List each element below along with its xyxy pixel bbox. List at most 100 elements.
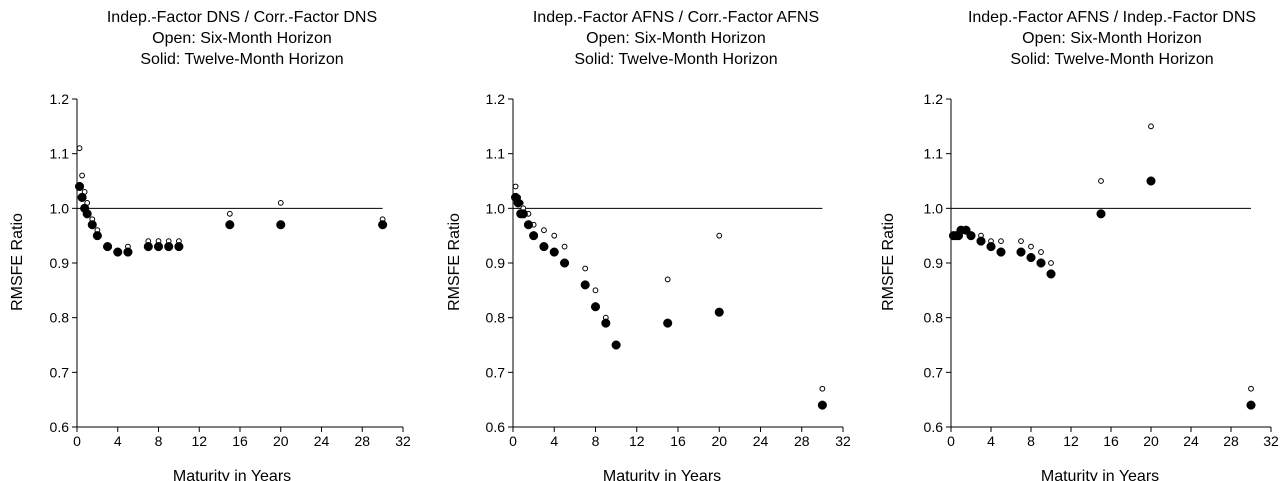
panel-indep-afns-vs-indep-dns: Indep.-Factor AFNS / Indep.-Factor DNS O… [880,9,1279,481]
data-point-solid [174,242,184,252]
chart-title-line-3: Solid: Twelve-Month Horizon [140,51,343,68]
x-axis-label: Maturity in Years [173,468,291,481]
data-point-solid [1016,247,1026,257]
x-axis-label: Maturity in Years [603,468,721,481]
x-tick-label: 4 [550,433,558,449]
data-point-solid [996,247,1006,257]
data-point-solid [523,220,534,230]
x-tick-label: 32 [1263,433,1279,449]
data-point-open [79,172,85,179]
y-tick-label: 0.8 [50,310,70,326]
data-point-solid [1096,209,1106,219]
data-point-solid [143,242,153,252]
data-point-solid [529,231,539,241]
y-tick-label: 0.7 [50,364,70,380]
x-tick-label: 12 [191,433,207,449]
x-tick-label: 8 [1027,433,1035,449]
x-tick-label: 0 [947,433,955,449]
data-point-solid [976,236,986,246]
data-point-open [819,385,826,392]
data-point-solid [276,220,286,230]
y-tick-label: 0.7 [924,364,944,380]
data-point-open [226,210,233,217]
chart-title-line-1: Indep.-Factor AFNS / Corr.-Factor AFNS [533,9,819,26]
x-tick-label: 28 [354,433,370,449]
x-tick-label: 28 [1223,433,1239,449]
data-point-solid [560,258,570,268]
data-point-solid [1046,269,1056,279]
data-point-open [76,145,83,152]
y-tick-label: 1.2 [924,91,944,107]
data-point-open [592,287,599,294]
data-point-solid [113,247,123,257]
chart-title-line-2: Open: Six-Month Horizon [1022,30,1202,47]
data-point-solid [986,242,996,252]
chart-title-line-1: Indep.-Factor AFNS / Indep.-Factor DNS [968,9,1256,26]
data-point-open [551,232,558,239]
data-point-solid [74,181,85,192]
data-point-solid [513,198,523,208]
data-point-solid [601,318,611,328]
panel-indep-dns-vs-corr-dns: Indep.-Factor DNS / Corr.-Factor DNS Ope… [9,9,411,481]
data-point-solid [518,209,528,219]
data-point-open [716,232,723,239]
x-axis-label: Maturity in Years [1041,468,1159,481]
x-tick-label: 16 [1103,433,1119,449]
y-tick-label: 0.7 [486,364,506,380]
x-tick-label: 16 [232,433,248,449]
x-tick-label: 16 [670,433,686,449]
data-point-solid [714,307,724,317]
data-point-solid [153,242,164,252]
data-point-solid [580,280,590,290]
y-tick-label: 1.0 [50,200,70,216]
data-point-open [1148,123,1154,130]
y-tick-label: 1.1 [924,146,944,162]
data-point-solid [611,340,621,350]
x-tick-label: 8 [592,433,600,449]
data-point-solid [103,242,113,252]
data-point-solid [87,220,97,230]
data-point-solid [539,242,549,252]
data-point-open [1028,243,1034,250]
data-point-solid [82,209,92,219]
data-point-solid [1026,252,1036,263]
x-tick-label: 12 [629,433,645,449]
x-tick-label: 20 [1143,433,1159,449]
data-point-solid [817,400,827,410]
chart-title-line-2: Open: Six-Month Horizon [586,30,766,47]
x-tick-label: 0 [73,433,81,449]
x-tick-label: 32 [395,433,411,449]
x-tick-label: 8 [155,433,163,449]
x-tick-label: 24 [1183,433,1199,449]
data-point-solid [1146,176,1156,186]
x-tick-label: 4 [987,433,995,449]
data-point-open [1018,238,1024,245]
y-tick-label: 1.0 [924,200,944,216]
x-tick-label: 20 [711,433,727,449]
chart-title-line-3: Solid: Twelve-Month Horizon [574,51,777,68]
chart-title-line-3: Solid: Twelve-Month Horizon [1010,51,1213,68]
data-point-solid [1246,400,1256,410]
x-tick-label: 0 [509,433,517,449]
y-tick-label: 0.8 [924,310,944,326]
y-tick-label: 1.1 [50,146,70,162]
y-tick-label: 1.2 [486,91,506,107]
y-tick-label: 0.9 [50,255,70,271]
data-point-open [1098,178,1104,184]
data-point-open [561,243,568,250]
data-point-solid [1036,258,1046,268]
chart-title-line-1: Indep.-Factor DNS / Corr.-Factor DNS [107,9,377,26]
y-tick-label: 0.8 [486,310,506,326]
data-point-solid [77,192,87,202]
data-point-solid [123,247,133,257]
x-tick-label: 24 [753,433,769,449]
data-point-solid [549,247,559,257]
data-point-open [512,183,519,190]
y-tick-label: 1.0 [486,200,506,216]
data-point-solid [590,302,601,312]
data-point-open [277,199,284,206]
y-tick-label: 1.1 [486,146,506,162]
y-tick-label: 0.6 [486,419,506,435]
data-point-open [1248,385,1254,392]
